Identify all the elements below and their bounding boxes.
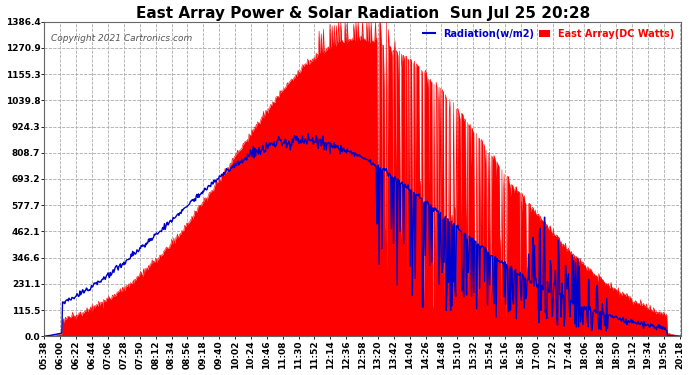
- Text: Copyright 2021 Cartronics.com: Copyright 2021 Cartronics.com: [51, 34, 192, 43]
- Legend: Radiation(w/m2), East Array(DC Watts): Radiation(w/m2), East Array(DC Watts): [422, 27, 676, 40]
- Title: East Array Power & Solar Radiation  Sun Jul 25 20:28: East Array Power & Solar Radiation Sun J…: [136, 6, 590, 21]
